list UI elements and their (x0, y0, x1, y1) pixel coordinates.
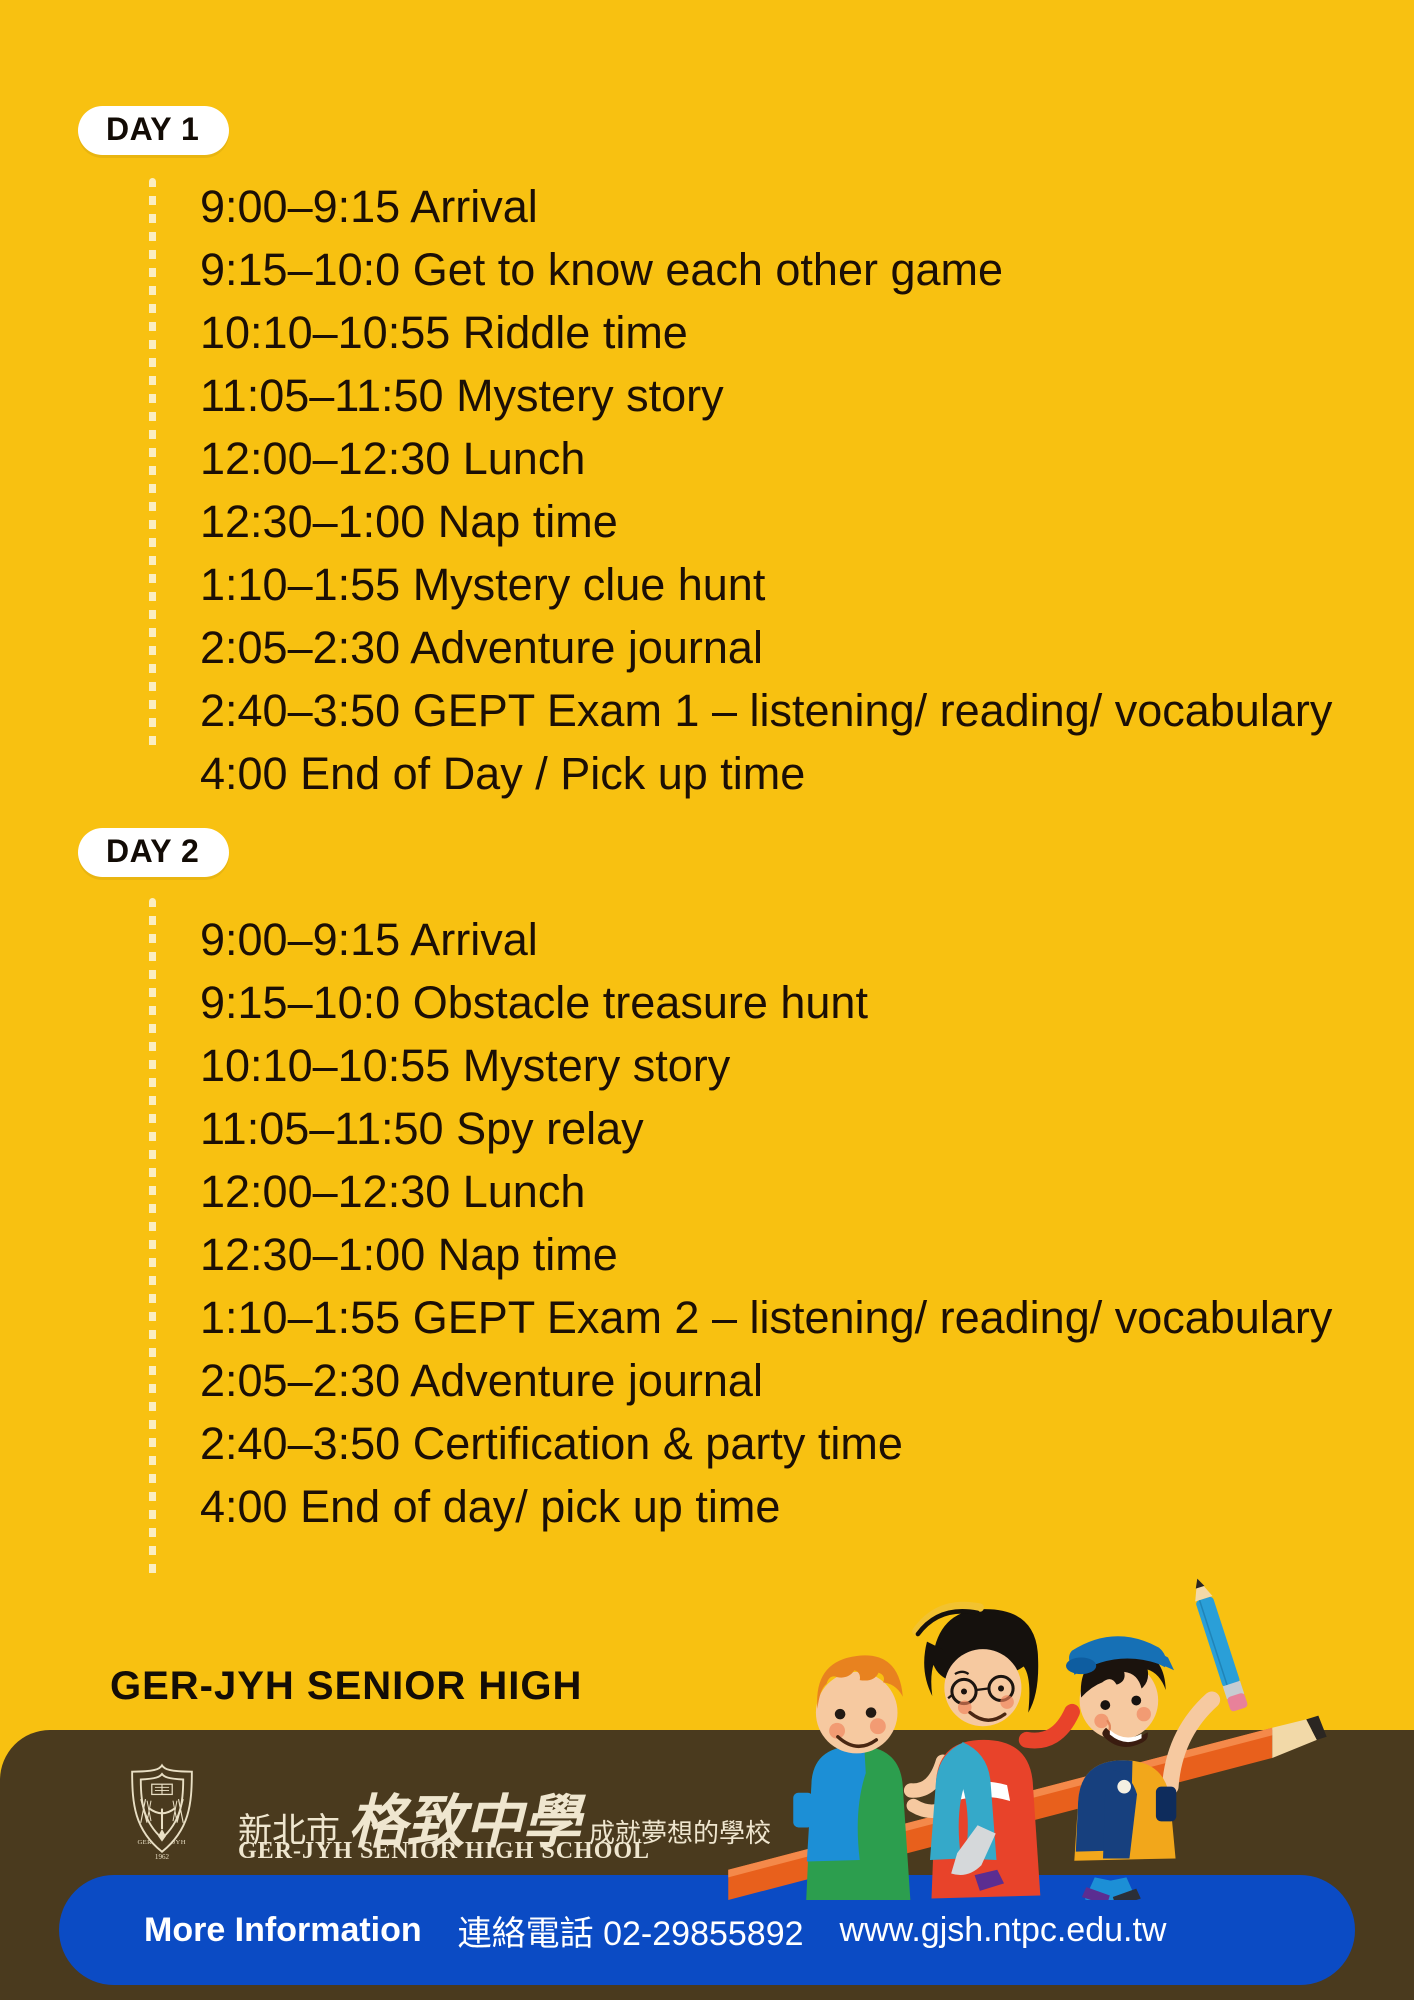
svg-text:GER: GER (137, 1839, 152, 1846)
svg-text:JYH: JYH (173, 1839, 186, 1846)
svg-text:1962: 1962 (155, 1853, 170, 1861)
